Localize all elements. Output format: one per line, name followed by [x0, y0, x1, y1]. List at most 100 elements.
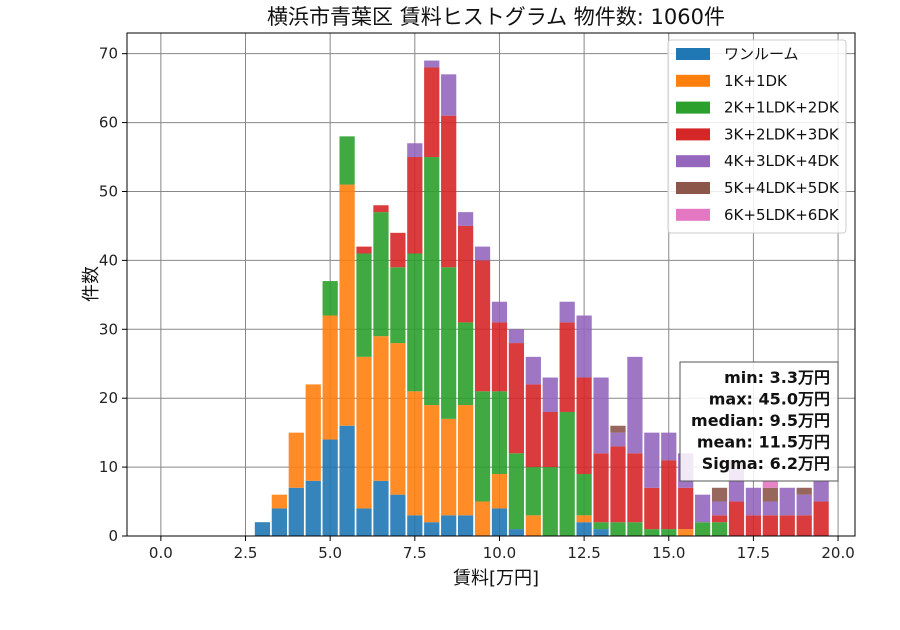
bar-series1-bin6 [356, 356, 372, 509]
stats-box: min: 3.3万円 max: 45.0万円 median: 9.5万円 mean: … [679, 361, 839, 482]
bar-series4-bin17 [542, 377, 558, 412]
y-tick-label-3: 30 [99, 320, 118, 338]
legend-label-0: ワンルーム [724, 45, 799, 63]
bar-series3-bin23 [644, 487, 660, 530]
bar-series2-bin13 [474, 391, 491, 502]
bar-series0-bin10 [424, 522, 440, 536]
bar-series4-bin13 [474, 246, 491, 261]
bar-series3-bin10 [424, 67, 440, 158]
bar-series4-bin14 [491, 301, 508, 323]
bar-series2-bin27 [711, 522, 728, 536]
bar-series3-bin30 [762, 515, 778, 536]
bar-series3-bin6 [356, 246, 372, 254]
x-tick-label-7: 17.5 [737, 544, 770, 562]
y-tick-label-5: 50 [99, 182, 118, 200]
bar-series0-bin5 [339, 425, 355, 536]
y-tick-label-2: 20 [99, 389, 118, 407]
bar-series3-bin25 [678, 487, 694, 530]
y-tick-label-6: 60 [99, 114, 118, 132]
bar-series1-bin11 [441, 418, 457, 516]
x-tick-label-2: 5.0 [318, 544, 342, 562]
bar-series2-bin6 [356, 253, 372, 357]
bar-series0-bin9 [407, 515, 423, 536]
x-tick-label-0: 0.0 [149, 544, 173, 562]
bar-series3-bin9 [407, 157, 423, 254]
bar-series3-bin12 [457, 225, 474, 323]
bar-series4-bin22 [627, 356, 643, 454]
bar-series4-bin20 [593, 377, 609, 454]
bar-series0-bin3 [305, 480, 321, 536]
bar-series4-bin9 [407, 143, 423, 158]
x-axis-ticks: 0.0 2.5 5.0 7.5 10.0 12.5 15.0 17.5 20.0 [149, 536, 855, 562]
legend-swatch-1 [676, 74, 710, 87]
bar-series4-bin30 [762, 501, 778, 516]
bar-series4-bin29 [745, 487, 762, 516]
y-axis-ticks: 0 10 20 30 40 50 60 70 [99, 45, 127, 545]
bar-series5-bin30 [762, 487, 778, 502]
bar-series1-bin14 [491, 473, 508, 509]
bar-series4-bin11 [441, 74, 457, 116]
legend-swatch-6 [676, 208, 710, 221]
bar-series2-bin5 [339, 136, 355, 185]
bar-series4-bin16 [525, 356, 541, 385]
x-axis-label: 賃料[万円] [453, 568, 539, 589]
bar-series3-bin14 [491, 322, 508, 392]
bar-series2-bin22 [627, 522, 643, 536]
bar-series1-bin2 [288, 432, 304, 488]
bar-series3-bin31 [779, 515, 795, 536]
bar-series0-bin15 [508, 529, 525, 536]
bar-series0-bin4 [322, 439, 338, 536]
plot-frame [126, 32, 856, 537]
bar-series0-bin12 [457, 515, 474, 536]
legend: ワンルーム 1K+1DK 2K+1LDK+2DK 3K+2LDK+3DK 4K+3LDK… [667, 39, 847, 234]
bar-series3-bin28 [728, 501, 745, 536]
x-tick-label-1: 2.5 [234, 544, 258, 562]
bar-series0-bin11 [441, 515, 457, 536]
x-tick-label-8: 20.0 [821, 544, 854, 562]
bar-series0-bin2 [288, 487, 304, 536]
bar-series2-bin21 [610, 522, 626, 536]
legend-label-2: 2K+1LDK+2DK [724, 99, 840, 117]
bar-series3-bin24 [661, 460, 677, 530]
bar-series0-bin7 [373, 480, 389, 536]
y-tick-label-7: 70 [99, 45, 118, 63]
bar-series2-bin4 [322, 281, 338, 316]
bar-series3-bin13 [474, 260, 491, 392]
y-tick-label-4: 40 [99, 251, 118, 269]
bar-series5-bin21 [610, 425, 626, 433]
bar-series6-bin30 [762, 480, 778, 488]
bar-series2-bin9 [407, 253, 423, 392]
bar-series3-bin11 [441, 115, 457, 268]
legend-swatch-2 [676, 101, 710, 114]
bar-series1-bin1 [271, 494, 287, 509]
bar-series3-bin7 [373, 205, 389, 213]
bar-series4-bin23 [644, 432, 660, 488]
bar-series3-bin16 [525, 384, 541, 468]
bar-series3-bin29 [745, 515, 762, 536]
bar-series2-bin18 [559, 411, 575, 536]
bar-series4-bin12 [457, 212, 474, 226]
bar-series1-bin5 [339, 184, 355, 426]
bar-series0-bin6 [356, 508, 372, 536]
bar-series3-bin20 [593, 453, 609, 523]
bar-series4-bin19 [576, 315, 592, 378]
bar-series5-bin27 [711, 487, 728, 502]
y-axis-label: 件数 [81, 266, 102, 302]
legend-label-1: 1K+1DK [724, 72, 788, 90]
bar-series1-bin7 [373, 336, 389, 481]
bar-series4-bin27 [711, 501, 728, 516]
x-tick-label-5: 12.5 [567, 544, 600, 562]
bar-series1-bin25 [678, 529, 694, 536]
bar-series1-bin10 [424, 405, 440, 523]
bar-series4-bin15 [508, 329, 525, 344]
chart-title: 横浜市青葉区 賃料ヒストグラム 物件数: 1060件 [267, 5, 725, 29]
stats-line-3: mean: 11.5万円 [697, 433, 830, 452]
legend-label-3: 3K+2LDK+3DK [724, 125, 840, 143]
bar-series3-bin27 [711, 515, 728, 523]
bar-series0-bin8 [390, 494, 406, 536]
bar-series3-bin15 [508, 343, 525, 454]
stats-line-0: min: 3.3万円 [724, 368, 830, 387]
bar-series5-bin32 [796, 487, 812, 495]
bar-series4-bin18 [559, 301, 575, 323]
